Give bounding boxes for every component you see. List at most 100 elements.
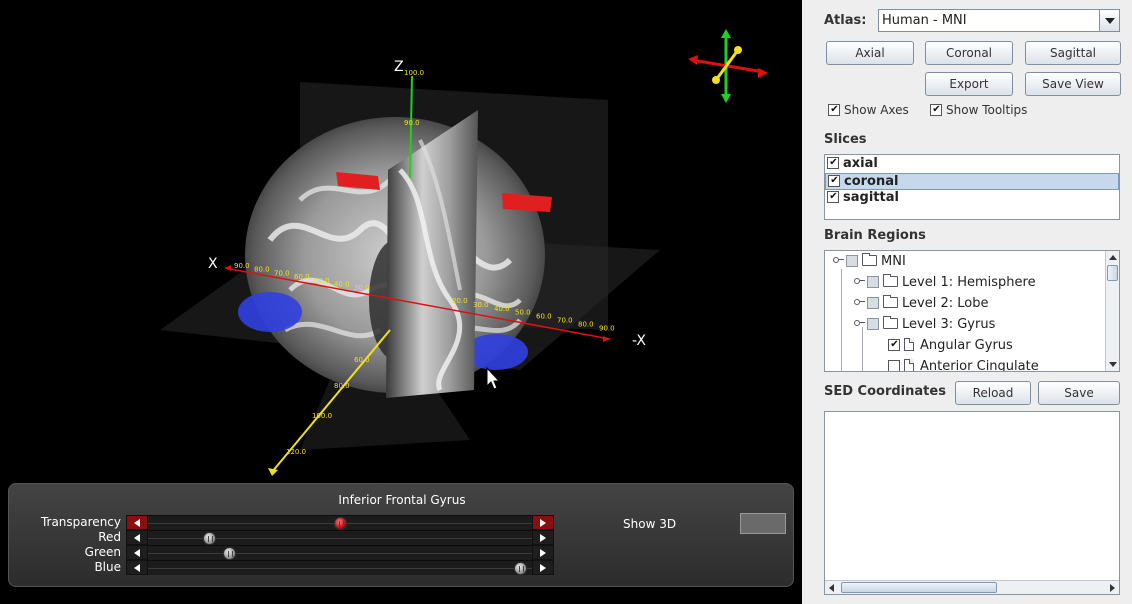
chevron-down-icon[interactable]	[1099, 10, 1119, 31]
slider-knob[interactable]	[222, 547, 236, 560]
slider-knob[interactable]	[514, 562, 528, 575]
save-view-button[interactable]: Save View	[1025, 72, 1121, 96]
region-red-left	[336, 172, 380, 190]
brain-regions-label: Brain Regions	[824, 228, 926, 243]
tree-vertical-scrollbar[interactable]	[1105, 251, 1119, 371]
sagittal-button[interactable]: Sagittal	[1025, 41, 1121, 65]
folder-icon	[883, 316, 898, 329]
slider-track[interactable]	[148, 560, 532, 575]
folder-icon	[883, 295, 898, 308]
checkbox-icon[interactable]	[930, 104, 942, 116]
checkbox-icon[interactable]	[827, 191, 839, 203]
slices-label: Slices	[824, 132, 867, 147]
export-button[interactable]: Export	[925, 72, 1013, 96]
slider-decrement-button[interactable]	[126, 530, 148, 545]
slice-item-sagittal[interactable]: sagittal	[825, 190, 1119, 207]
scroll-right-icon[interactable]	[1110, 584, 1115, 592]
slider-increment-button[interactable]	[532, 545, 554, 560]
slider-increment-button[interactable]	[532, 530, 554, 545]
tree-node[interactable]: Anterior Cingulate	[875, 359, 1039, 371]
brain-scene[interactable]: Z X -X 90.0 80.0 70.0 60.0 50.0 40.0 30.0 20.0 3…	[0, 0, 802, 604]
axis-tick-label: 30.0	[354, 284, 370, 292]
slider-label: Green	[84, 545, 121, 559]
axis-tick-label: 70.0	[274, 269, 290, 277]
checkbox-icon[interactable]	[888, 339, 900, 351]
tree-node[interactable]: Level 1: Hemisphere	[854, 274, 1036, 295]
folder-icon	[883, 274, 898, 287]
scroll-up-icon[interactable]	[1109, 255, 1117, 260]
scroll-thumb[interactable]	[1107, 265, 1118, 281]
axis-tick-label: 20.0	[452, 297, 468, 305]
arrow-right-icon	[540, 534, 546, 542]
slice-item-axial[interactable]: axial	[825, 156, 1119, 173]
x-axis	[224, 267, 611, 340]
brain-3d-viewport[interactable]: Z X -X 90.0 80.0 70.0 60.0 50.0 40.0 30.0 20.0 3…	[0, 0, 802, 604]
coronal-button[interactable]: Coronal	[925, 41, 1013, 65]
scroll-thumb[interactable]	[841, 582, 997, 593]
sed-horizontal-scrollbar[interactable]	[825, 580, 1119, 594]
slider-track[interactable]	[148, 545, 532, 560]
tree-node[interactable]: Angular Gyrus	[875, 338, 1013, 358]
save-button[interactable]: Save	[1038, 381, 1120, 405]
slice-item-label: coronal	[844, 174, 899, 189]
slider-row: Red	[9, 530, 569, 545]
axis-tick-label: 50.0	[314, 277, 330, 285]
slider-track[interactable]	[148, 515, 532, 530]
tree-node[interactable]: MNI	[833, 253, 906, 274]
axis-tick-label: 60.0	[536, 313, 552, 321]
tree-expand-icon[interactable]	[854, 318, 865, 328]
z-axis-label: Z	[394, 59, 404, 75]
scroll-left-icon[interactable]	[829, 584, 834, 592]
atlas-label: Atlas:	[824, 13, 867, 28]
axis-tick-label: 80.0	[254, 266, 270, 274]
slider-row: Transparency	[9, 515, 569, 530]
slider-decrement-button[interactable]	[126, 545, 148, 560]
slider-increment-button[interactable]	[532, 515, 554, 530]
slider-increment-button[interactable]	[532, 560, 554, 575]
axis-tick-label: 100.0	[312, 412, 332, 420]
show-axes-checkbox[interactable]: Show Axes	[828, 103, 909, 117]
atlas-select-value: Human - MNI	[882, 13, 967, 28]
slider-decrement-button[interactable]	[126, 515, 148, 530]
slider-knob[interactable]	[203, 532, 217, 545]
axis-tick-label: 80.0	[578, 320, 594, 328]
axis-tick-label: 40.0	[494, 305, 510, 313]
reload-button[interactable]: Reload	[955, 381, 1031, 405]
scroll-down-icon[interactable]	[1109, 362, 1117, 367]
checkbox-icon[interactable]	[846, 255, 858, 267]
y-axis	[271, 329, 391, 473]
checkbox-icon[interactable]	[867, 276, 879, 288]
tree-expand-icon[interactable]	[854, 297, 865, 307]
document-icon	[904, 359, 914, 371]
checkbox-icon[interactable]	[828, 104, 840, 116]
sed-coordinates-area[interactable]	[824, 411, 1120, 595]
tree-node-label: Angular Gyrus	[920, 338, 1013, 353]
show-tooltips-checkbox[interactable]: Show Tooltips	[930, 103, 1027, 117]
checkbox-icon[interactable]	[828, 175, 840, 187]
show-axes-label: Show Axes	[844, 103, 909, 117]
tree-expand-icon[interactable]	[854, 276, 865, 286]
axis-tick-label: 90.0	[599, 324, 615, 332]
arrow-left-icon	[134, 534, 140, 542]
show-3d-toggle[interactable]	[740, 513, 786, 534]
z-axis	[409, 75, 413, 179]
slider-knob[interactable]	[334, 517, 347, 530]
slider-decrement-button[interactable]	[126, 560, 148, 575]
slider-label: Blue	[94, 560, 121, 574]
checkbox-icon[interactable]	[888, 360, 900, 371]
sed-coordinates-label: SED Coordinates	[824, 384, 946, 399]
tree-node[interactable]: Level 2: Lobe	[854, 295, 988, 316]
slider-track[interactable]	[148, 530, 532, 545]
slice-item-coronal[interactable]: coronal	[825, 173, 1119, 190]
checkbox-icon[interactable]	[867, 297, 879, 309]
tree-node[interactable]: Level 3: Gyrus	[854, 316, 996, 337]
atlas-select[interactable]: Human - MNI	[878, 9, 1120, 32]
region-red-right	[502, 193, 552, 212]
tree-node-label: Level 3: Gyrus	[902, 317, 996, 332]
checkbox-icon[interactable]	[827, 157, 839, 169]
checkbox-icon[interactable]	[867, 318, 879, 330]
tree-expand-icon[interactable]	[833, 255, 844, 265]
axial-button[interactable]: Axial	[826, 41, 914, 65]
selected-region-name: Inferior Frontal Gyrus	[338, 493, 466, 507]
